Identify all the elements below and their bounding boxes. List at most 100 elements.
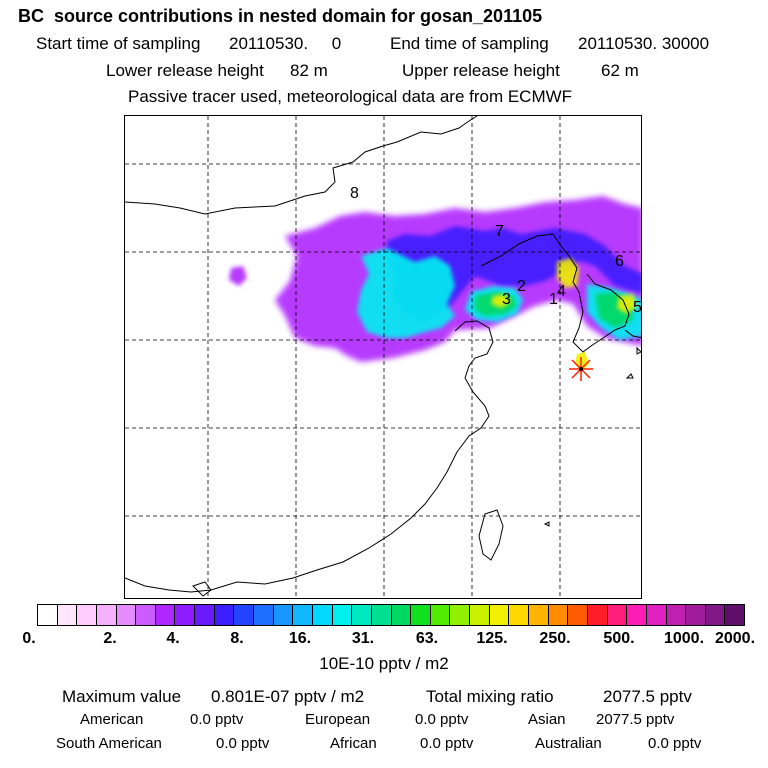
plume-speck: [229, 266, 247, 286]
colorbar-segment: [548, 605, 569, 625]
australian-label: Australian: [535, 735, 602, 752]
african-value: 0.0 pptv: [420, 735, 474, 752]
colorbar-segment: [57, 605, 78, 625]
colorbar-segment: [312, 605, 333, 625]
end-time-value: 20110530. 30000: [578, 34, 710, 53]
colorbar-segment: [234, 605, 255, 625]
colorbar-segment: [705, 605, 726, 625]
colorbar-segment: [273, 605, 294, 625]
start-time-label: Start time of sampling: [36, 34, 201, 53]
max-value: 0.801E-07 pptv / m2: [211, 687, 365, 706]
korea-china-border: [480, 233, 562, 267]
european-value: 0.0 pptv: [415, 711, 469, 728]
colorbar-segment: [195, 605, 215, 625]
colorbar-segment: [352, 605, 372, 625]
total-mixing-label: Total mixing ratio: [426, 687, 554, 706]
colorbar-segment: [77, 605, 97, 625]
region-labels: 8 7 6 2 3 1 4 5: [350, 185, 642, 316]
colorbar-segment: [38, 605, 58, 625]
tick-label-2000: 2000.: [714, 630, 756, 647]
colorbar-segment: [430, 605, 451, 625]
upper-height-label: Upper release height: [402, 61, 560, 80]
colorbar: [37, 604, 745, 626]
south-american-value: 0.0 pptv: [216, 735, 270, 752]
mongolia-border: [125, 116, 478, 215]
grid-lines: [125, 116, 641, 598]
colorbar-segment: [568, 605, 588, 625]
tick-label-2: 2.: [103, 630, 117, 647]
map-canvas: 8 7 6 2 3 1 4 5: [125, 116, 642, 598]
australian-value: 0.0 pptv: [648, 735, 702, 752]
upper-height-value: 62 m: [601, 61, 639, 80]
total-mixing-value: 2077.5 pptv: [603, 687, 692, 706]
korean-peninsula: [560, 245, 630, 353]
china-coast-south: [125, 377, 490, 593]
colorbar-segment: [391, 605, 412, 625]
island-a: [625, 373, 634, 379]
colorbar-segment: [725, 605, 745, 625]
colorbar-segment: [411, 605, 431, 625]
region-label-5: 5: [633, 299, 642, 316]
hainan: [192, 581, 212, 597]
tick-label-1000: 1000.: [663, 630, 705, 647]
region-label-8: 8: [350, 185, 359, 202]
island-b: [636, 346, 641, 355]
page-title: BC source contributions in nested domain…: [18, 6, 543, 26]
american-value: 0.0 pptv: [190, 711, 244, 728]
colorbar-segment: [371, 605, 392, 625]
colorbar-segment: [136, 605, 156, 625]
tick-label-250: 250.: [539, 630, 571, 647]
japan-kyushu: [624, 329, 641, 339]
colorbar-segment: [155, 605, 176, 625]
tick-label-63: 63.: [415, 630, 439, 647]
region-label-2: 2: [517, 278, 526, 295]
asian-label: Asian: [528, 711, 566, 728]
colorbar-segment: [254, 605, 274, 625]
map-panel: 8 7 6 2 3 1 4 5: [124, 115, 642, 599]
african-label: African: [330, 735, 377, 752]
colorbar-segment: [450, 605, 471, 625]
receptor-star-icon: [569, 357, 593, 381]
colorbar-segment: [96, 605, 117, 625]
region-label-4: 4: [557, 283, 566, 300]
colorbar-segment: [529, 605, 549, 625]
tick-label-16: 16.: [288, 630, 312, 647]
taiwan: [478, 509, 504, 561]
end-time-label: End time of sampling: [390, 34, 549, 53]
colorbar-segment: [489, 605, 510, 625]
colorbar-segment: [587, 605, 608, 625]
lower-height-value: 82 m: [290, 61, 328, 80]
colorbar-segment: [666, 605, 687, 625]
plume-yellow-c: [491, 294, 511, 308]
colorbar-segment: [332, 605, 353, 625]
asian-value: 2077.5 pptv: [596, 711, 675, 728]
region-label-1: 1: [549, 291, 558, 308]
colorbar-units: 10E-10 pptv / m2: [319, 654, 449, 673]
american-label: American: [80, 711, 144, 728]
coastlines: [125, 116, 641, 597]
colorbar-segment: [214, 605, 235, 625]
colorbar-segment: [470, 605, 490, 625]
colorbar-segment: [607, 605, 628, 625]
tick-label-500: 500.: [603, 630, 635, 647]
colorbar-segment: [116, 605, 137, 625]
start-time-value: 20110530. 0: [229, 34, 342, 53]
colorbar-segment: [293, 605, 313, 625]
island-c: [543, 521, 550, 527]
tracer-note: Passive tracer used, meteorological data…: [128, 87, 573, 106]
colorbar-segment: [175, 605, 196, 625]
region-label-3: 3: [502, 291, 511, 308]
china-coast-bohai: [454, 320, 494, 379]
plume-cyan: [357, 248, 455, 338]
european-label: European: [305, 711, 371, 728]
lower-height-label: Lower release height: [106, 61, 264, 80]
south-american-label: South American: [56, 735, 162, 752]
max-value-label: Maximum value: [62, 687, 182, 706]
tick-label-0: 0.: [22, 630, 36, 647]
tick-label-125: 125.: [476, 630, 508, 647]
concentration-plume: [229, 196, 641, 372]
colorbar-segment: [686, 605, 706, 625]
colorbar-segment: [509, 605, 530, 625]
tick-label-4: 4.: [166, 630, 180, 647]
tick-label-31: 31.: [351, 630, 375, 647]
